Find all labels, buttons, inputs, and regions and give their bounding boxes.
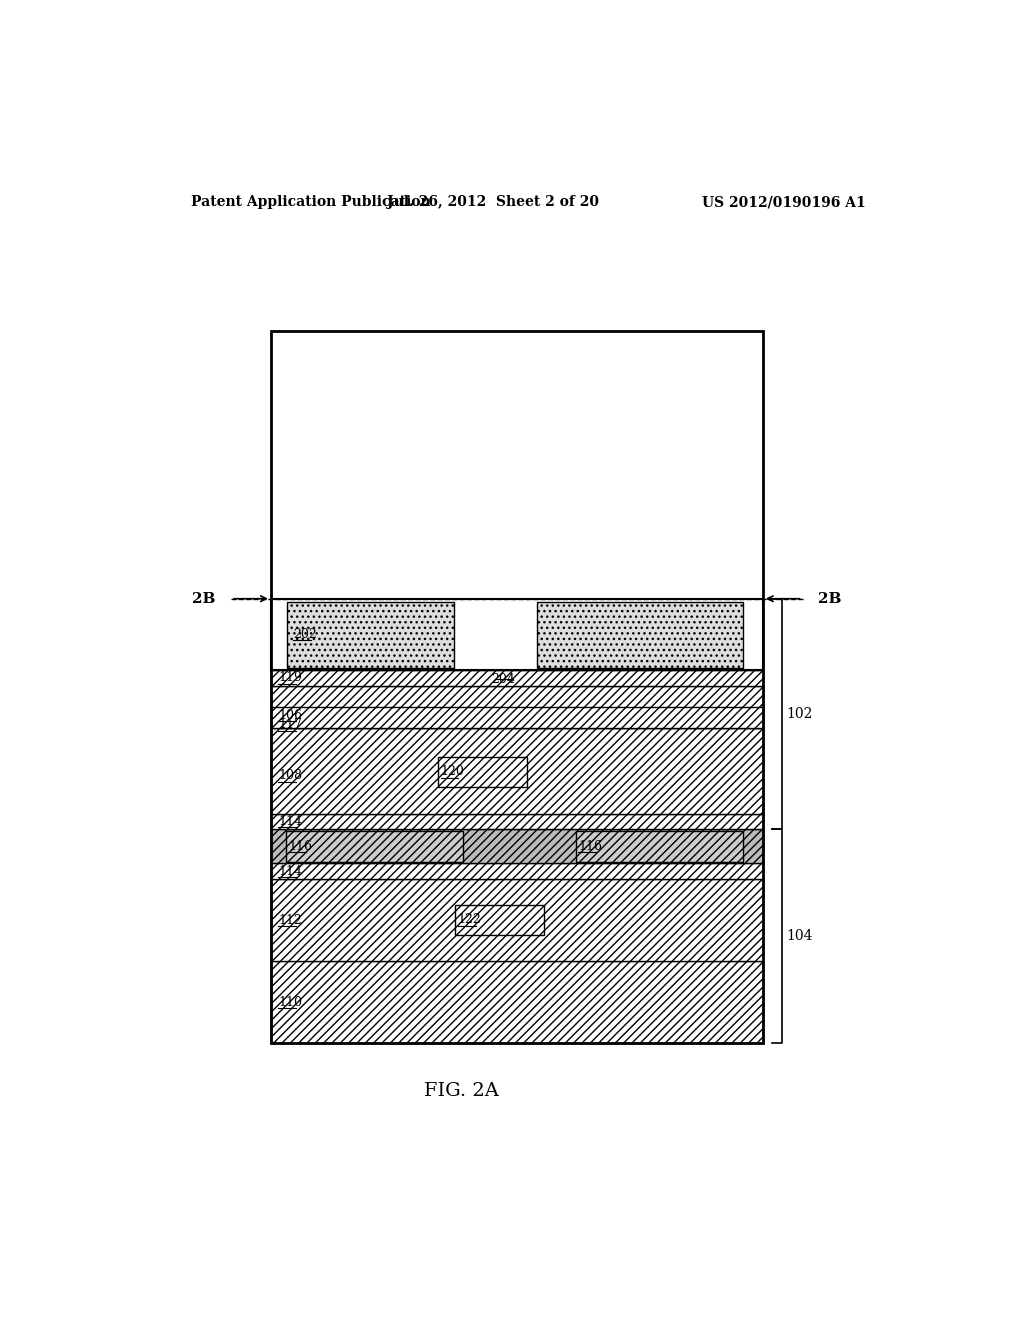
Text: US 2012/0190196 A1: US 2012/0190196 A1 [702, 195, 866, 209]
Bar [270, 599, 763, 669]
Bar [438, 756, 526, 787]
Text: Jul. 26, 2012  Sheet 2 of 20: Jul. 26, 2012 Sheet 2 of 20 [387, 195, 599, 209]
Text: 110: 110 [279, 995, 302, 1008]
Text: 202: 202 [293, 628, 316, 640]
Bar [270, 706, 763, 729]
Bar [286, 830, 463, 862]
Bar [287, 602, 454, 668]
Bar [270, 599, 763, 669]
Bar [270, 879, 763, 961]
Text: 114: 114 [279, 814, 302, 828]
Text: FIG. 2A: FIG. 2A [424, 1082, 499, 1101]
Bar [270, 829, 763, 863]
Bar [270, 961, 763, 1043]
Bar [537, 602, 743, 668]
Text: 116: 116 [579, 840, 602, 853]
Bar [270, 331, 763, 1043]
Text: 112: 112 [279, 913, 302, 927]
Text: 2B: 2B [818, 591, 842, 606]
Text: 117: 117 [279, 718, 302, 731]
Bar [270, 729, 763, 813]
Bar [270, 685, 763, 729]
Text: 102: 102 [786, 708, 813, 721]
Text: 114: 114 [279, 865, 302, 878]
Text: 104: 104 [786, 929, 813, 942]
Text: 119: 119 [279, 671, 302, 684]
Bar [270, 813, 763, 829]
Text: 204: 204 [492, 673, 515, 685]
Text: Patent Application Publication: Patent Application Publication [191, 195, 431, 209]
Text: 108: 108 [279, 770, 302, 783]
Text: 106: 106 [279, 709, 302, 722]
Bar [270, 863, 763, 879]
Text: 122: 122 [458, 913, 481, 927]
Bar [456, 904, 544, 935]
Text: 120: 120 [440, 766, 465, 777]
Text: 2B: 2B [191, 591, 215, 606]
Bar [575, 830, 743, 862]
Text: 116: 116 [288, 840, 312, 853]
Bar [270, 669, 763, 685]
